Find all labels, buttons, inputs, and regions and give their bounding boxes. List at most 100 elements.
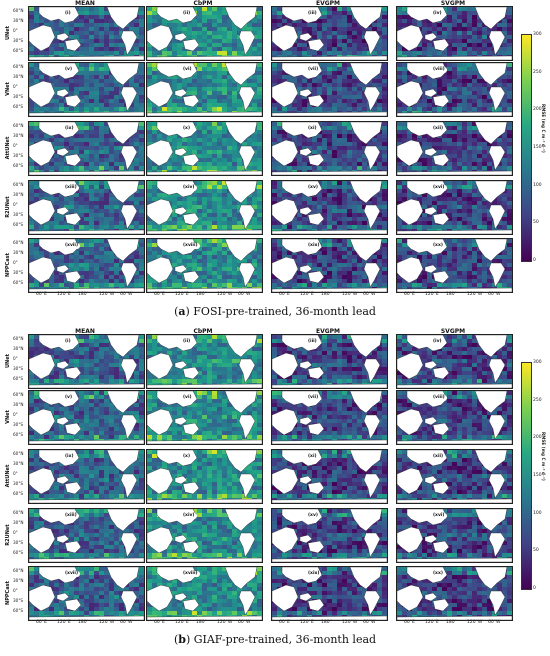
heatmap-cell [447,122,452,126]
heatmap-cell [187,35,192,39]
heatmap-cell [207,15,212,19]
heatmap-cell [29,158,34,162]
heatmap-cell [347,209,352,213]
heatmap-cell [197,166,202,170]
heatmap-cell [257,75,262,79]
heatmap-cell [337,43,342,47]
heatmap-cell [457,95,462,99]
heatmap-cell [104,217,109,221]
heatmap-cell [29,71,34,75]
heatmap-cell [502,19,507,23]
heatmap-cell [412,138,417,142]
heatmap-cell [217,51,222,55]
heatmap-cell [277,189,282,193]
heatmap-cell [232,166,237,170]
heatmap-cell [467,166,472,170]
heatmap-cell [272,185,277,189]
heatmap-cell [302,107,307,111]
heatmap-cell [252,51,257,55]
heatmap-cell [447,103,452,107]
heatmap-cell [212,193,217,197]
heatmap-cell [487,158,492,162]
heatmap-cell [462,63,467,67]
heatmap-cell [147,47,152,51]
heatmap-cell [99,205,104,209]
heatmap-cell [257,146,262,150]
heatmap-cell [79,213,84,217]
heatmap-canvas [272,7,387,60]
heatmap-cell [417,23,422,27]
heatmap-cell [382,63,387,67]
heatmap-cell [502,75,507,79]
heatmap-cell [252,75,257,79]
heatmap-cell [472,154,477,158]
heatmap-cell [507,150,512,154]
heatmap-cell [382,134,387,138]
heatmap-cell [172,19,177,23]
heatmap-cell [502,166,507,170]
heatmap-cell [44,47,49,51]
heatmap-cell [152,75,157,79]
landmass [56,32,70,42]
heatmap-cell [327,71,332,75]
heatmap-cell [337,99,342,103]
heatmap-cell [212,75,217,79]
landmass [272,24,299,52]
heatmap-cell [317,146,322,150]
heatmap-cell [177,193,182,197]
heatmap-cell [157,193,162,197]
heatmap-cell [417,162,422,166]
heatmap-cell [402,67,407,71]
heatmap-cell [427,138,432,142]
heatmap-cell [482,138,487,142]
heatmap-cell [34,67,39,71]
heatmap-cell [197,83,202,87]
heatmap-cell [477,19,482,23]
heatmap-cell [147,75,152,79]
heatmap-cell [104,162,109,166]
heatmap-cell [217,27,222,31]
heatmap-cell [222,107,227,111]
heatmap-cell [104,35,109,39]
heatmap-cell [207,134,212,138]
heatmap-cell [29,27,34,31]
heatmap-cell [357,95,362,99]
heatmap-cell [104,103,109,107]
heatmap-cell [139,181,144,185]
heatmap-cell [197,11,202,15]
heatmap-cell [307,142,312,146]
heatmap-cell [332,31,337,35]
heatmap-cell [247,47,252,51]
heatmap-cell [197,75,202,79]
heatmap-cell [104,209,109,213]
heatmap-panel: (xi) [271,121,388,176]
heatmap-cell [347,122,352,126]
heatmap-cell [104,63,109,67]
panel-tag: (xi) [306,126,319,132]
heatmap-cell [252,27,257,31]
heatmap-cell [192,23,197,27]
lat-tick: 60°N [13,123,24,128]
heatmap-cell [497,83,502,87]
heatmap-cell [422,99,427,103]
heatmap-cell [237,221,242,225]
heatmap-cell [222,43,227,47]
heatmap-cell [327,225,332,229]
heatmap-cell [297,103,302,107]
heatmap-cell [182,138,187,142]
heatmap-cell [74,146,79,150]
heatmap-cell [467,134,472,138]
heatmap-cell [302,193,307,197]
heatmap-cell [227,225,232,229]
heatmap-cell [147,181,152,185]
heatmap-panel: (ix) [28,121,145,176]
heatmap-cell [94,95,99,99]
heatmap-cell [427,79,432,83]
heatmap-cell [104,39,109,43]
heatmap-cell [297,134,302,138]
heatmap-cell [207,95,212,99]
heatmap-cell [237,154,242,158]
heatmap-cell [89,83,94,87]
heatmap-cell [337,126,342,130]
heatmap-cell [202,23,207,27]
